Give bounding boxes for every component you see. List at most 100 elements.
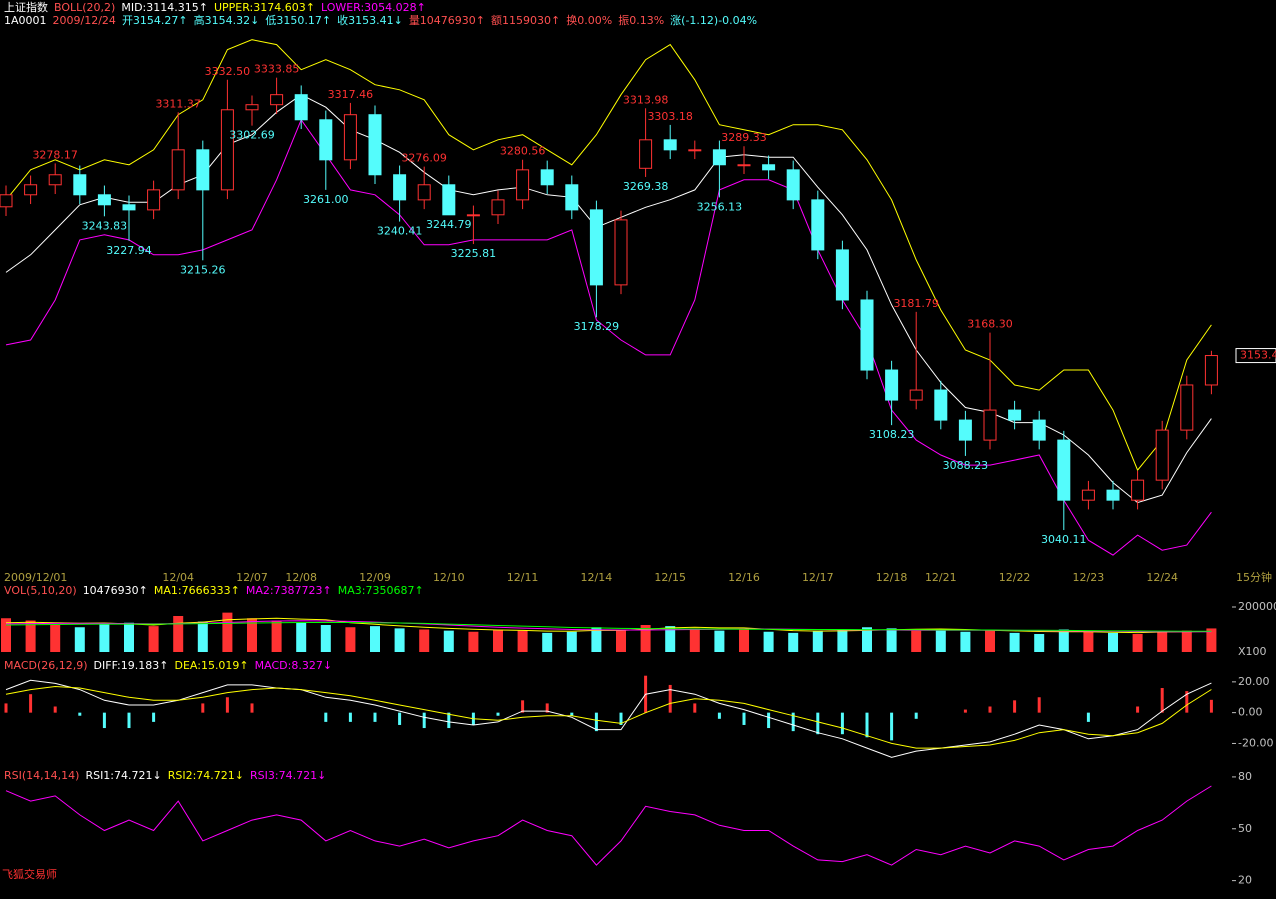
high-label: 3332.50 [205, 65, 251, 78]
candle-body [294, 94, 308, 121]
header-item: 额1159030↑ [491, 14, 560, 27]
volume-bar [124, 622, 134, 652]
header-item: 开3154.27↑ [122, 14, 188, 27]
candle-body [97, 194, 111, 206]
candle-body [540, 169, 554, 186]
volume-bar [320, 625, 331, 652]
header-item: MA1:7666333↑ [154, 584, 240, 597]
header-item: MA2:7387723↑ [246, 584, 332, 597]
candle-body [0, 194, 13, 208]
low-label: 3040.11 [1041, 533, 1087, 546]
candle-body [245, 104, 259, 111]
volume-bar [247, 618, 257, 652]
volume-bar [1058, 629, 1069, 652]
y-tick-label: -20.00 [1238, 736, 1273, 749]
volume-bar [443, 630, 454, 652]
volume-bar [566, 631, 577, 652]
header-item: MACD(26,12,9) [4, 659, 88, 672]
x-tick-label: 12/21 [925, 571, 957, 584]
low-label: 3225.81 [451, 247, 497, 260]
candle-body [319, 119, 333, 161]
volume-bar [370, 626, 380, 652]
high-label: 3311.37 [155, 97, 201, 110]
volume-bar [886, 628, 897, 652]
candle-body [270, 94, 284, 106]
low-label: 3088.23 [943, 459, 989, 472]
candle-body [860, 299, 874, 371]
volume-bar [222, 612, 233, 652]
volume-bar [50, 625, 61, 652]
header-item: RSI2:74.721↓ [168, 769, 244, 782]
volume-bar [394, 628, 405, 652]
candle-body [614, 219, 628, 286]
high-label: 3333.85 [254, 63, 300, 76]
y-tick-label: 80 [1238, 770, 1252, 783]
low-label: 3256.13 [697, 200, 743, 213]
header-item: VOL(5,10,20) [4, 584, 77, 597]
header-item: LOWER:3054.028↑ [321, 1, 426, 14]
candle-body [1204, 355, 1218, 386]
indicator-line [5, 118, 1212, 556]
volume-bar [148, 626, 159, 652]
candle-body [811, 199, 825, 251]
low-label: 3243.83 [82, 219, 128, 232]
volume-bar [345, 627, 356, 652]
x-tick-label: 12/11 [507, 571, 539, 584]
candle-body [565, 184, 579, 211]
unit-label: X100 [1238, 645, 1267, 658]
header-item: UPPER:3174.603↑ [214, 1, 315, 14]
x-tick-label: 12/16 [728, 571, 760, 584]
header-item: 10476930↑ [83, 584, 148, 597]
indicator-line [5, 685, 1212, 749]
candle-body [1155, 429, 1169, 481]
low-label: 3215.26 [180, 263, 226, 276]
high-label: 3303.18 [647, 110, 693, 123]
header-item: 涨(-1.12)-0.04% [670, 14, 757, 27]
watermark: 飞狐交易师 [2, 867, 57, 881]
header-item: MA3:7350687↑ [338, 584, 424, 597]
header-item: BOLL(20,2) [54, 1, 115, 14]
volume-bar [173, 616, 184, 652]
high-label: 3280.56 [500, 145, 546, 158]
candle-body [663, 139, 677, 151]
x-tick-label: 12/24 [1146, 571, 1178, 584]
candle-body [909, 389, 923, 401]
candle-body [1032, 419, 1046, 441]
candle-body [835, 249, 849, 301]
candle-body [934, 389, 948, 421]
header-item: RSI3:74.721↓ [250, 769, 326, 782]
header-row: 上证指数 BOLL(20,2) MID:3114.315↑ UPPER:3174.60… [4, 0, 426, 14]
low-label: 3269.38 [623, 180, 669, 193]
candle-body [442, 184, 456, 216]
low-label: 3261.00 [303, 193, 349, 206]
candle-body [958, 419, 972, 441]
volume-bar [542, 632, 553, 652]
volume-bar [739, 629, 749, 652]
last-price-box [1235, 348, 1276, 364]
high-label: 3313.98 [623, 93, 669, 106]
header-item: 量10476930↑ [409, 14, 485, 27]
candle-body [737, 164, 751, 167]
low-label: 3244.79 [426, 218, 472, 231]
volume-bar [837, 629, 848, 652]
header-item: DEA:15.019↑ [174, 659, 248, 672]
volume-bar [616, 629, 626, 652]
x-tick-label: 12/23 [1073, 571, 1105, 584]
x-tick-label: 12/09 [359, 571, 391, 584]
candle-body [1106, 489, 1120, 501]
candle-body [368, 114, 382, 176]
candle-body [220, 109, 234, 191]
volume-bar [985, 630, 995, 652]
candle-body [171, 149, 185, 191]
volume-bar [665, 626, 676, 652]
volume-bar [1181, 630, 1192, 652]
header-item: MID:3114.315↑ [121, 1, 208, 14]
y-tick-label: 20.00 [1238, 675, 1270, 688]
volume-bar [197, 621, 208, 652]
volume-bar [1034, 634, 1045, 652]
candle-body [983, 409, 997, 441]
candle-body [48, 174, 62, 186]
header-item: 换0.00% [566, 13, 612, 27]
candle-body [786, 169, 800, 201]
